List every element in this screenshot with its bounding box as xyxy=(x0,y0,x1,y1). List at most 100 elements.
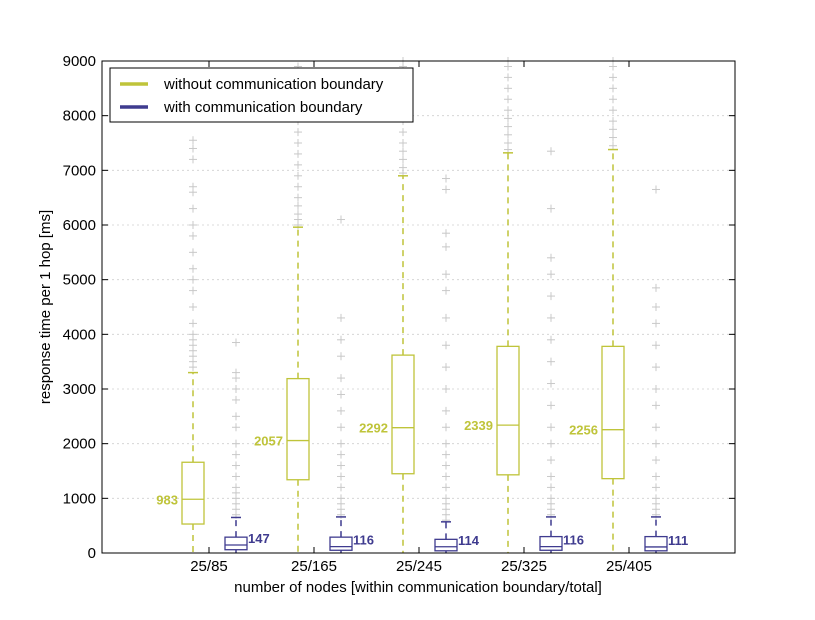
outlier-point xyxy=(189,204,197,213)
axis-ticks: 0 1000 2000 3000 4000 5000 6000 7000 8000 9000 25/… xyxy=(63,53,735,575)
y-tick-label: 5000 xyxy=(63,272,96,289)
outlier-point xyxy=(652,472,660,481)
outlier-point xyxy=(232,483,240,492)
y-tick-label: 9000 xyxy=(63,53,96,70)
median-labels: 983 2057 2292 2339 2256 147 116 114 116 111 xyxy=(156,418,688,548)
outlier-point xyxy=(442,174,450,183)
outlier-point xyxy=(399,163,407,172)
outlier-point xyxy=(652,303,660,311)
outlier-point xyxy=(547,313,555,322)
median-label: 2292 xyxy=(359,421,388,436)
outlier-point xyxy=(294,182,302,191)
outlier-point xyxy=(337,494,345,503)
outlier-point xyxy=(399,155,407,164)
box-iqr xyxy=(601,345,625,480)
outlier-point xyxy=(504,122,512,131)
outlier-point xyxy=(399,139,407,147)
outlier-point xyxy=(294,171,302,180)
outlier-point xyxy=(442,461,450,470)
outlier-point xyxy=(547,253,555,262)
outlier-point xyxy=(652,319,660,328)
boxes xyxy=(181,148,668,553)
median-label: 111 xyxy=(668,533,688,548)
outlier-point xyxy=(442,363,450,372)
gridlines xyxy=(102,115,735,499)
outlier-point xyxy=(189,155,197,164)
outlier-point xyxy=(294,210,302,219)
outlier-point xyxy=(399,147,407,156)
outlier-point xyxy=(652,456,660,465)
legend-label-without-boundary: without communication boundary xyxy=(163,76,384,93)
outlier-point xyxy=(337,423,345,432)
outlier-point xyxy=(504,106,512,115)
outlier-point xyxy=(189,319,197,328)
outlier-point xyxy=(189,303,197,311)
outlier-point xyxy=(442,286,450,295)
outlier-point xyxy=(337,374,345,383)
median-label: 2339 xyxy=(464,418,493,433)
outlier-point xyxy=(609,117,617,126)
outlier-point xyxy=(652,363,660,372)
legend: without communication boundary with comm… xyxy=(109,67,414,123)
box-iqr xyxy=(329,536,353,551)
outlier-point xyxy=(504,114,512,123)
outlier-point xyxy=(232,423,240,432)
x-tick-label: 25/85 xyxy=(190,558,228,575)
median-label: 2256 xyxy=(569,423,598,438)
legend-label-with-boundary: with communication boundary xyxy=(163,99,363,116)
outlier-point xyxy=(337,215,345,224)
outlier-point xyxy=(652,401,660,410)
outlier-point xyxy=(442,270,450,279)
outlier-point xyxy=(232,395,240,404)
x-tick-label: 25/325 xyxy=(501,558,547,575)
outlier-point xyxy=(609,133,617,142)
y-tick-label: 8000 xyxy=(63,108,96,125)
outlier-point xyxy=(232,368,240,377)
outlier-point xyxy=(337,406,345,415)
median-label: 114 xyxy=(458,533,480,548)
outlier-point xyxy=(504,95,512,104)
outlier-point xyxy=(337,335,345,344)
median-label: 116 xyxy=(563,533,584,548)
outlier-point xyxy=(609,106,617,115)
box-iqr xyxy=(224,536,248,551)
outlier-point xyxy=(232,461,240,470)
median-label: 147 xyxy=(248,531,270,546)
outlier-point xyxy=(232,472,240,481)
outliers xyxy=(189,57,660,525)
outlier-point xyxy=(609,125,617,134)
outlier-point xyxy=(232,338,240,347)
outlier-point xyxy=(547,483,555,492)
outlier-point xyxy=(442,494,450,503)
outlier-point xyxy=(189,330,197,339)
outlier-point xyxy=(337,472,345,481)
plot-area xyxy=(102,61,735,553)
y-tick-label: 0 xyxy=(88,545,96,562)
outlier-point xyxy=(547,335,555,344)
outlier-point xyxy=(547,357,555,366)
median-label: 116 xyxy=(353,533,374,548)
outlier-point xyxy=(547,401,555,410)
y-tick-label: 3000 xyxy=(63,381,96,398)
outlier-point xyxy=(189,221,197,229)
outlier-point xyxy=(609,73,617,82)
outlier-point xyxy=(652,283,660,292)
y-tick-label: 1000 xyxy=(63,490,96,507)
outlier-point xyxy=(442,341,450,350)
outlier-point xyxy=(232,412,240,421)
outlier-point xyxy=(609,84,617,93)
box-iqr xyxy=(496,345,520,476)
x-axis-label: number of nodes [within communication bo… xyxy=(234,579,602,596)
outlier-point xyxy=(652,185,660,194)
outlier-point xyxy=(547,270,555,279)
outlier-point xyxy=(652,494,660,503)
outlier-point xyxy=(337,352,345,361)
outlier-point xyxy=(442,423,450,432)
outlier-point xyxy=(399,128,407,137)
box-iqr xyxy=(539,535,563,551)
outlier-point xyxy=(189,264,197,273)
outlier-point xyxy=(442,439,450,448)
outlier-point xyxy=(294,160,302,169)
outlier-point xyxy=(189,286,197,295)
